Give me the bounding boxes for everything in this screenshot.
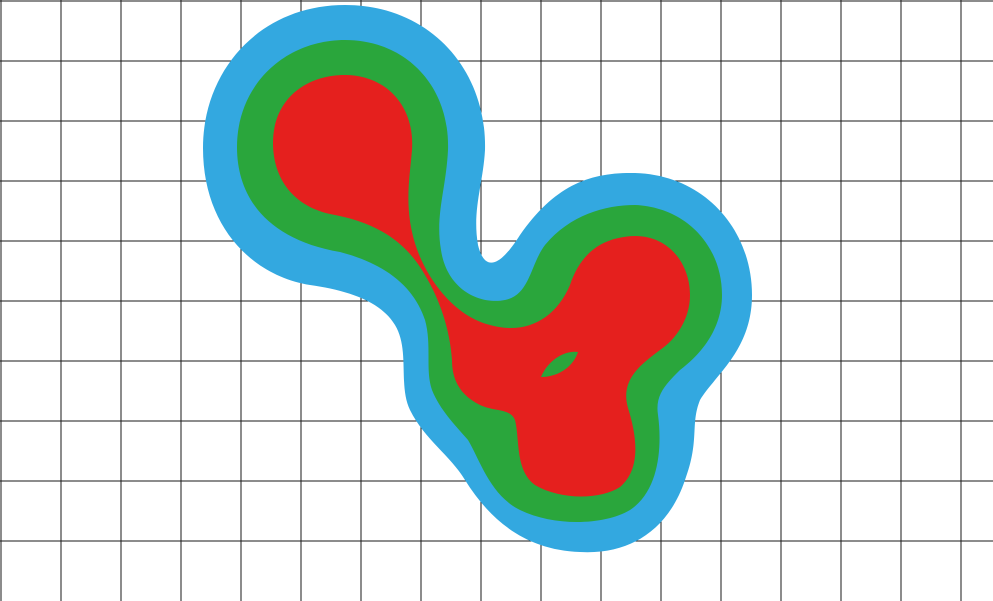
inner-hole [541, 351, 578, 377]
inner-contour [273, 75, 690, 497]
